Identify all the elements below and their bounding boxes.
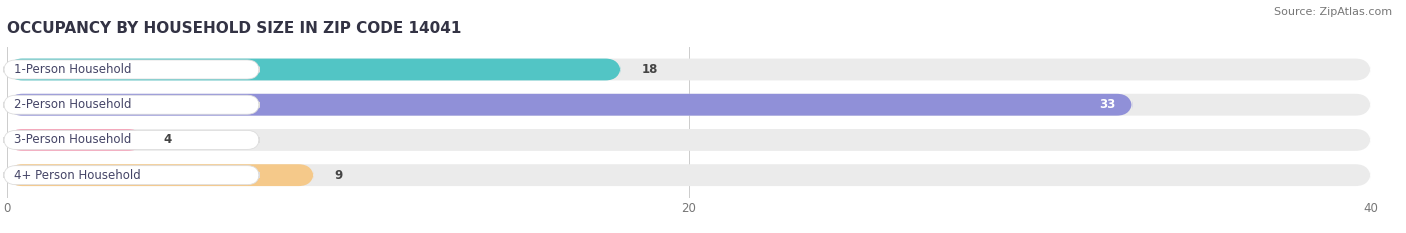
Text: 4: 4 bbox=[165, 134, 172, 146]
FancyBboxPatch shape bbox=[7, 58, 1371, 80]
Text: 4+ Person Household: 4+ Person Household bbox=[14, 169, 141, 182]
FancyBboxPatch shape bbox=[4, 130, 259, 149]
FancyBboxPatch shape bbox=[4, 95, 259, 114]
FancyBboxPatch shape bbox=[4, 166, 259, 185]
FancyBboxPatch shape bbox=[7, 164, 1371, 186]
FancyBboxPatch shape bbox=[4, 60, 259, 79]
Text: 1-Person Household: 1-Person Household bbox=[14, 63, 131, 76]
Text: 3-Person Household: 3-Person Household bbox=[14, 134, 131, 146]
Text: Source: ZipAtlas.com: Source: ZipAtlas.com bbox=[1274, 7, 1392, 17]
Text: 18: 18 bbox=[641, 63, 658, 76]
Text: 33: 33 bbox=[1099, 98, 1115, 111]
FancyBboxPatch shape bbox=[7, 94, 1371, 116]
Text: 2-Person Household: 2-Person Household bbox=[14, 98, 131, 111]
Text: OCCUPANCY BY HOUSEHOLD SIZE IN ZIP CODE 14041: OCCUPANCY BY HOUSEHOLD SIZE IN ZIP CODE … bbox=[7, 21, 461, 36]
FancyBboxPatch shape bbox=[7, 58, 621, 80]
Text: 9: 9 bbox=[335, 169, 343, 182]
FancyBboxPatch shape bbox=[7, 164, 314, 186]
FancyBboxPatch shape bbox=[7, 94, 1132, 116]
FancyBboxPatch shape bbox=[7, 129, 1371, 151]
FancyBboxPatch shape bbox=[7, 129, 143, 151]
